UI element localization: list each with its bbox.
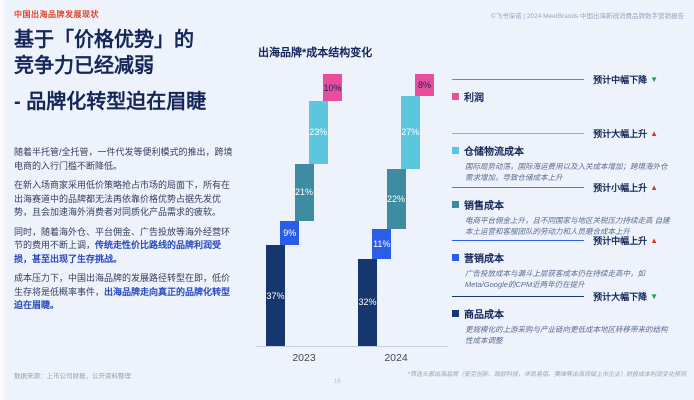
x-tick-2024: 2024 xyxy=(384,352,408,364)
leader-line xyxy=(452,133,585,134)
bar-segment-2023-仓储物流成本: 23% xyxy=(308,101,328,164)
forecast-tag-text: 预计大幅上升 xyxy=(593,129,648,139)
forecast-tag-text: 预计小幅上升 xyxy=(593,183,648,193)
waterfall-plot: 10% 23% 21% 9% 37% 2023 8% 27% 22% 11% 32% 2024 xyxy=(256,64,450,374)
paragraph-3-highlight: 传统走性价比路线的品牌利润受损，甚至出现了生存挑战。 xyxy=(14,240,222,264)
trend-arrow-icon: ▲ xyxy=(650,235,658,245)
bar-segment-2024-商品成本: 32% xyxy=(358,258,377,346)
title-line-3: - 品牌化转型迫在眉睫 xyxy=(14,91,207,113)
legend-swatch xyxy=(452,201,459,208)
paragraph-3-text: 同时，随着海外仓、平台佣金、广告投放等海外经营环节的费用不断上调， xyxy=(14,226,231,251)
legend-swatch xyxy=(452,93,459,100)
leader-line xyxy=(452,187,585,188)
bar-segment-2024-营销成本: 11% xyxy=(372,229,392,259)
legend-description: 更规模化的上游采购与产业链向更低成本地区转移带来的结构性成本调整 xyxy=(465,325,668,345)
legend-item-marketing-cost: 预计中幅上升 ▲ 营销成本 广告投放成本与漏斗上层获客成本仍在持续走高中，如 Me… xyxy=(452,234,688,290)
paragraph-4-text: 成本压力下，中国出海品牌的发展路径转型在即，低价生存将是低概率事件， xyxy=(14,273,231,297)
legend-label: 营销成本 xyxy=(452,250,688,265)
data-source-note: 数据来源：上市公司财报，公开资料整理 xyxy=(14,373,131,380)
legend-item-warehousing: 预计大幅上升 ▲ 仓储物流成本 国际局势动荡，国际海运费用以及入关成本增加；跨境海… xyxy=(452,127,688,183)
legend-head: 预计大幅上升 ▲ xyxy=(452,127,688,140)
forecast-tag: 预计中幅上升 ▲ xyxy=(593,234,688,247)
body-text: 随着半托管/全托管，一件代发等便利模式的推出，跨境电商的入行门槛不断降低。 在新… xyxy=(14,146,237,319)
legend-item-profit: 预计中幅下降 ▼ 利润 xyxy=(452,73,688,104)
paragraph-1: 随着半托管/全托管，一件代发等便利模式的推出，跨境电商的入行门槛不断降低。 xyxy=(14,146,237,173)
chart-title: 出海品牌*成本结构变化 xyxy=(258,47,373,59)
paragraph-3: 同时，随着海外仓、平台佣金、广告投放等海外经营环节的费用不断上调，传统走性价比路… xyxy=(14,226,237,267)
copyright-text: ©飞书深诺 | 2024 MeetBrands 中国出海新锐消费品牌数字营销报告 xyxy=(490,13,684,20)
legend-description: 广告投放成本与漏斗上层获客成本仍在持续走高中，如 Meta/Google的CPM… xyxy=(465,269,645,289)
title-line-1: 基于「价格优势」的 xyxy=(14,29,194,51)
trend-arrow-icon: ▲ xyxy=(650,182,658,192)
bar-segment-2023-利润: 10% xyxy=(323,74,342,102)
forecast-tag: 预计大幅下降 ▼ xyxy=(593,290,688,303)
page-title: 基于「价格优势」的 竞争力已经减弱 - 品牌化转型迫在眉睫 xyxy=(14,27,246,115)
legend-head: 预计中幅上升 ▲ xyxy=(452,234,688,247)
legend-label: 利润 xyxy=(452,89,688,104)
leader-line xyxy=(452,240,585,241)
eyebrow-label: 中国出海品牌发展现状 xyxy=(14,10,99,19)
x-axis-line xyxy=(256,346,448,347)
bar-segment-2023-营销成本: 9% xyxy=(280,220,300,246)
forecast-tag-text: 预计中幅上升 xyxy=(593,236,648,246)
legend-swatch xyxy=(452,147,459,154)
legend-head: 预计中幅下降 ▼ xyxy=(452,73,688,86)
forecast-tag-text: 预计中幅下降 xyxy=(593,75,648,85)
legend-item-sales-cost: 预计小幅上升 ▲ 销售成本 电商平台佣金上升，且不同国家与地区关税压力持续走高 自… xyxy=(452,181,688,237)
bar-segment-2024-销售成本: 22% xyxy=(386,169,406,230)
legend-label-text: 利润 xyxy=(464,93,484,104)
legend-description: 国际局势动荡，国际海运费用以及入关成本增加；跨境海外仓需求增加，导致仓储成本上升 xyxy=(465,162,668,182)
trend-arrow-icon: ▲ xyxy=(650,128,658,138)
paragraph-2-text: 在新入场商家采用低价策略抢占市场的局面下，所有在出海赛道中的品牌都无法再依靠价格… xyxy=(14,180,231,217)
legend-description: 电商平台佣金上升，且不同国家与地区关税压力持续走高 自建本土运营和客服团队的劳动… xyxy=(465,216,670,236)
legend-head: 预计小幅上升 ▲ xyxy=(452,181,688,194)
bar-segment-2024-仓储物流成本: 27% xyxy=(400,95,420,170)
legend-swatch xyxy=(452,310,459,317)
forecast-tag: 预计小幅上升 ▲ xyxy=(593,181,688,194)
trend-arrow-icon: ▼ xyxy=(650,74,658,84)
paragraph-2: 在新入场商家采用低价策略抢占市场的局面下，所有在出海赛道中的品牌都无法再依靠价格… xyxy=(14,179,237,220)
leader-line xyxy=(452,296,585,297)
paragraph-4-highlight: 出海品牌走向真正的品牌化转型迫在眉睫。 xyxy=(14,286,231,311)
legend-item-goods-cost: 预计大幅下降 ▼ 商品成本 更规模化的上游采购与产业链向更低成本地区转移带来的结构… xyxy=(452,290,688,346)
title-line-2: 竞争力已经减弱 xyxy=(14,55,154,77)
legend-head: 预计大幅下降 ▼ xyxy=(452,290,688,303)
paragraph-4: 成本压力下，中国出海品牌的发展路径转型在即，低价生存将是低概率事件，出海品牌走向… xyxy=(14,272,237,313)
legend-label: 商品成本 xyxy=(452,306,688,321)
leader-line xyxy=(452,79,585,80)
legend-label-text: 销售成本 xyxy=(464,201,504,212)
bar-segment-2023-商品成本: 37% xyxy=(266,245,285,346)
x-tick-2023: 2023 xyxy=(292,352,316,364)
bar-segment-2024-利润: 8% xyxy=(415,74,434,96)
legend-label-text: 仓储物流成本 xyxy=(464,147,524,158)
legend-label: 销售成本 xyxy=(452,197,688,212)
trend-arrow-icon: ▼ xyxy=(650,291,658,301)
page-number: 16 xyxy=(334,379,341,385)
legend-label-text: 商品成本 xyxy=(464,310,504,321)
forecast-tag: 预计大幅上升 ▲ xyxy=(593,127,688,140)
legend-label: 仓储物流成本 xyxy=(452,143,688,158)
legend-label-text: 营销成本 xyxy=(464,254,504,265)
chart-footnote: *筛选头部出海品牌（安克创新、致欧科技、华凯易佰、赛维等出海领域上市企业）财报成… xyxy=(407,372,686,378)
legend-swatch xyxy=(452,254,459,261)
forecast-tag-text: 预计大幅下降 xyxy=(593,292,648,302)
forecast-tag: 预计中幅下降 ▼ xyxy=(593,73,688,86)
bar-segment-2023-销售成本: 21% xyxy=(294,163,314,221)
paragraph-1-text: 随着半托管/全托管，一件代发等便利模式的推出，跨境电商的入行门槛不断降低。 xyxy=(14,147,233,171)
